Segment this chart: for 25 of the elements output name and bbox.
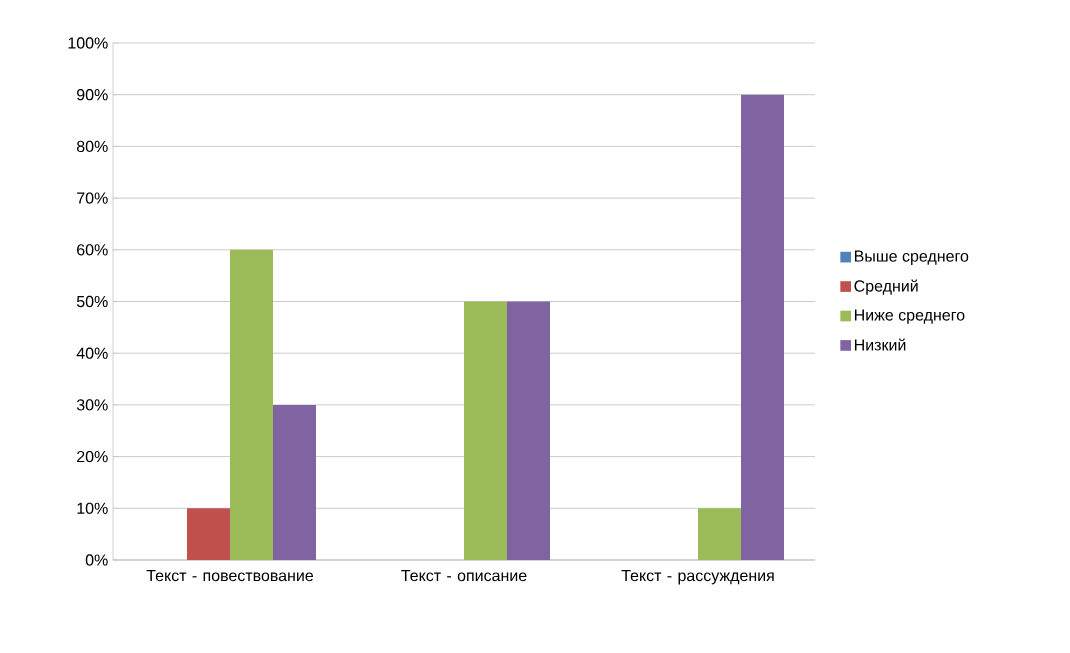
bar xyxy=(273,404,316,560)
bar xyxy=(187,508,230,560)
bar xyxy=(464,301,507,560)
bar xyxy=(507,301,550,560)
y-tick-label: 0% xyxy=(85,554,108,566)
legend-label: Выше среднего xyxy=(854,250,969,265)
y-tick-label: 40% xyxy=(76,347,108,359)
legend-label: Средний xyxy=(854,279,918,295)
bar xyxy=(741,94,785,560)
y-tick-label: 60% xyxy=(77,244,108,256)
y-tick-label: 100% xyxy=(68,37,108,49)
y-tick-label: 80% xyxy=(76,140,108,153)
x-tick-label: Текст - описание xyxy=(401,570,527,582)
legend-label: Ниже среднего xyxy=(854,309,965,324)
bar xyxy=(230,249,274,560)
y-tick-label: 50% xyxy=(76,295,108,308)
y-tick-label: 70% xyxy=(77,192,108,204)
legend-label: Низкий xyxy=(854,338,906,351)
x-tick-label: Текст - повествование xyxy=(146,570,314,582)
x-tick-label: Текст - рассуждения xyxy=(621,570,774,585)
bar xyxy=(698,508,742,560)
y-tick-label: 10% xyxy=(77,502,108,514)
y-tick-label: 30% xyxy=(76,399,108,411)
y-tick-label: 90% xyxy=(77,89,108,101)
y-tick-label: 20% xyxy=(77,450,108,463)
